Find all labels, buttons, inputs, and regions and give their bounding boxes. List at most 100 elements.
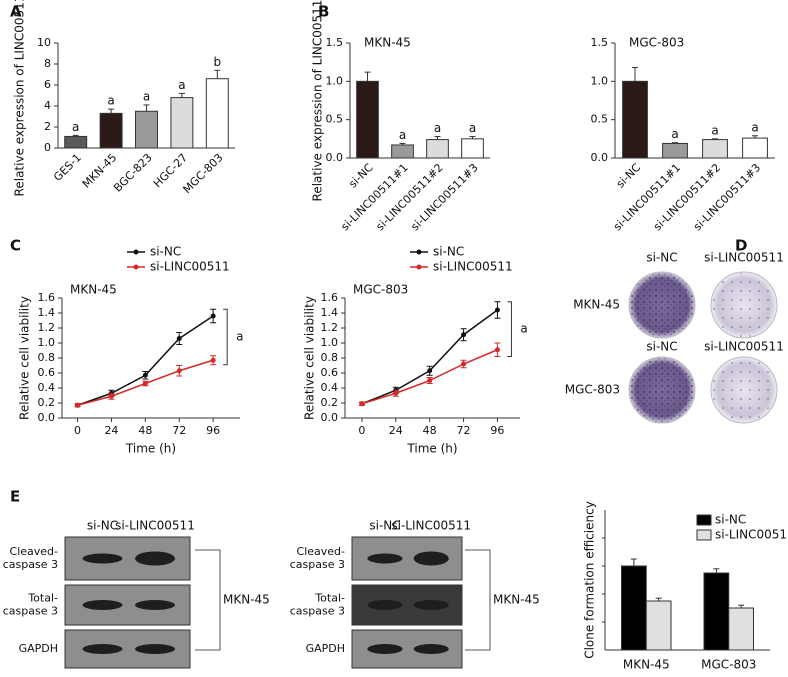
x-tick-label: 96: [206, 424, 220, 437]
x-tick-label: BGC-823: [111, 151, 155, 195]
y-tick-label: 1.0: [326, 74, 344, 87]
data-point: [210, 357, 216, 363]
bar: [742, 137, 768, 159]
y-tick-label: 0.5: [591, 113, 609, 126]
data-point: [461, 332, 467, 338]
bracket: [195, 549, 221, 651]
significance-label: a: [107, 94, 114, 108]
bar: [645, 600, 672, 651]
bar: [702, 139, 728, 159]
x-tick-label: MKN-45: [623, 658, 670, 672]
legend-marker: [133, 264, 139, 270]
y-tick-label: 1.2: [321, 321, 339, 334]
x-tick-label: 48: [423, 424, 437, 437]
panel-letter: D: [735, 237, 747, 255]
lane-label: si-LINC00511: [115, 519, 195, 533]
dish-colonies: [630, 273, 694, 337]
bar: [622, 80, 648, 159]
band: [413, 600, 449, 610]
band: [135, 644, 175, 654]
y-tick-label: 0.6: [321, 366, 339, 379]
y-tick-label: 1.4: [321, 306, 339, 319]
row-label: MKN-45: [573, 298, 620, 312]
bar: [135, 110, 158, 149]
cell-line-label: MKN-45: [493, 593, 540, 607]
band: [367, 644, 403, 654]
data-point: [75, 402, 81, 408]
band: [135, 551, 175, 566]
significance-label: a: [751, 120, 758, 134]
bar: [662, 142, 688, 159]
significance-label: b: [213, 55, 221, 69]
dish-colonies: [630, 358, 694, 422]
x-axis-label: Time (h): [406, 442, 457, 456]
y-tick-label: 0.0: [38, 411, 56, 424]
bar: [356, 80, 379, 159]
y-tick-label: 0: [44, 141, 51, 154]
x-tick-label: si-NC: [614, 161, 644, 191]
y-axis-label: Clone formation efficiency: [583, 501, 597, 659]
chart-title: MGC-803: [629, 36, 684, 50]
row-label: Total-caspase 3: [290, 592, 345, 618]
band: [135, 600, 175, 610]
chart-title: MKN-45: [364, 36, 411, 50]
row-label: GAPDH: [306, 642, 345, 655]
y-tick-label: 0.4: [38, 381, 56, 394]
row-label-line: caspase 3: [290, 605, 345, 618]
significance-label: a: [520, 322, 527, 336]
x-tick-label: 48: [138, 424, 152, 437]
x-tick-label: si-LINC00511#3: [691, 161, 763, 233]
bar: [728, 607, 754, 651]
y-tick-label: 1.0: [591, 74, 609, 87]
series-line: [361, 309, 498, 405]
y-tick-label: 0.5: [326, 113, 344, 126]
row-label-line: Cleaved-: [10, 545, 59, 558]
legend-marker: [416, 249, 422, 255]
x-tick-label: 24: [389, 424, 403, 437]
y-axis-label: Relative cell viability: [303, 296, 317, 420]
data-point: [427, 378, 433, 383]
y-tick-label: 1.4: [38, 306, 56, 319]
significance-label: a: [178, 78, 185, 92]
row-label: Cleaved-caspase 3: [3, 545, 58, 571]
legend-label: si-NC: [433, 245, 464, 259]
y-tick-label: 1.6: [321, 291, 339, 304]
legend-marker: [416, 264, 422, 270]
data-point: [427, 368, 433, 374]
band: [82, 600, 123, 610]
bar: [205, 78, 229, 149]
significance-label: a: [469, 121, 476, 135]
panel-letter: A: [10, 3, 22, 21]
panel-letter: B: [318, 3, 329, 21]
x-tick-label: si-LINC00511#3: [408, 161, 480, 233]
lane-label: si-LINC00511: [391, 519, 471, 533]
row-label: Total-caspase 3: [3, 592, 58, 618]
panel-letter: C: [10, 237, 21, 255]
legend-label: si-NC: [715, 513, 746, 527]
y-tick-label: 0.0: [326, 151, 344, 164]
bar: [170, 97, 194, 149]
band: [413, 644, 449, 654]
bar: [64, 135, 88, 149]
band: [82, 644, 123, 654]
legend-label: si-NC: [150, 245, 181, 259]
row-label-line: GAPDH: [306, 642, 345, 655]
data-point: [210, 313, 216, 319]
y-tick-label: 6: [44, 78, 51, 91]
legend-swatch: [696, 529, 712, 541]
x-tick-label: 24: [104, 424, 118, 437]
band: [367, 553, 403, 564]
band: [413, 551, 449, 566]
bar: [391, 144, 414, 159]
legend-swatch: [696, 514, 712, 526]
x-tick-label: 0: [358, 424, 365, 437]
data-point: [393, 390, 399, 396]
significance-label: a: [671, 127, 678, 141]
y-tick-label: 2: [44, 120, 51, 133]
data-point: [108, 393, 114, 399]
x-tick-label: 72: [172, 424, 186, 437]
y-axis-label: Relative cell viability: [18, 296, 32, 420]
column-label: si-LINC00511: [704, 251, 784, 265]
significance-label: a: [399, 128, 406, 142]
